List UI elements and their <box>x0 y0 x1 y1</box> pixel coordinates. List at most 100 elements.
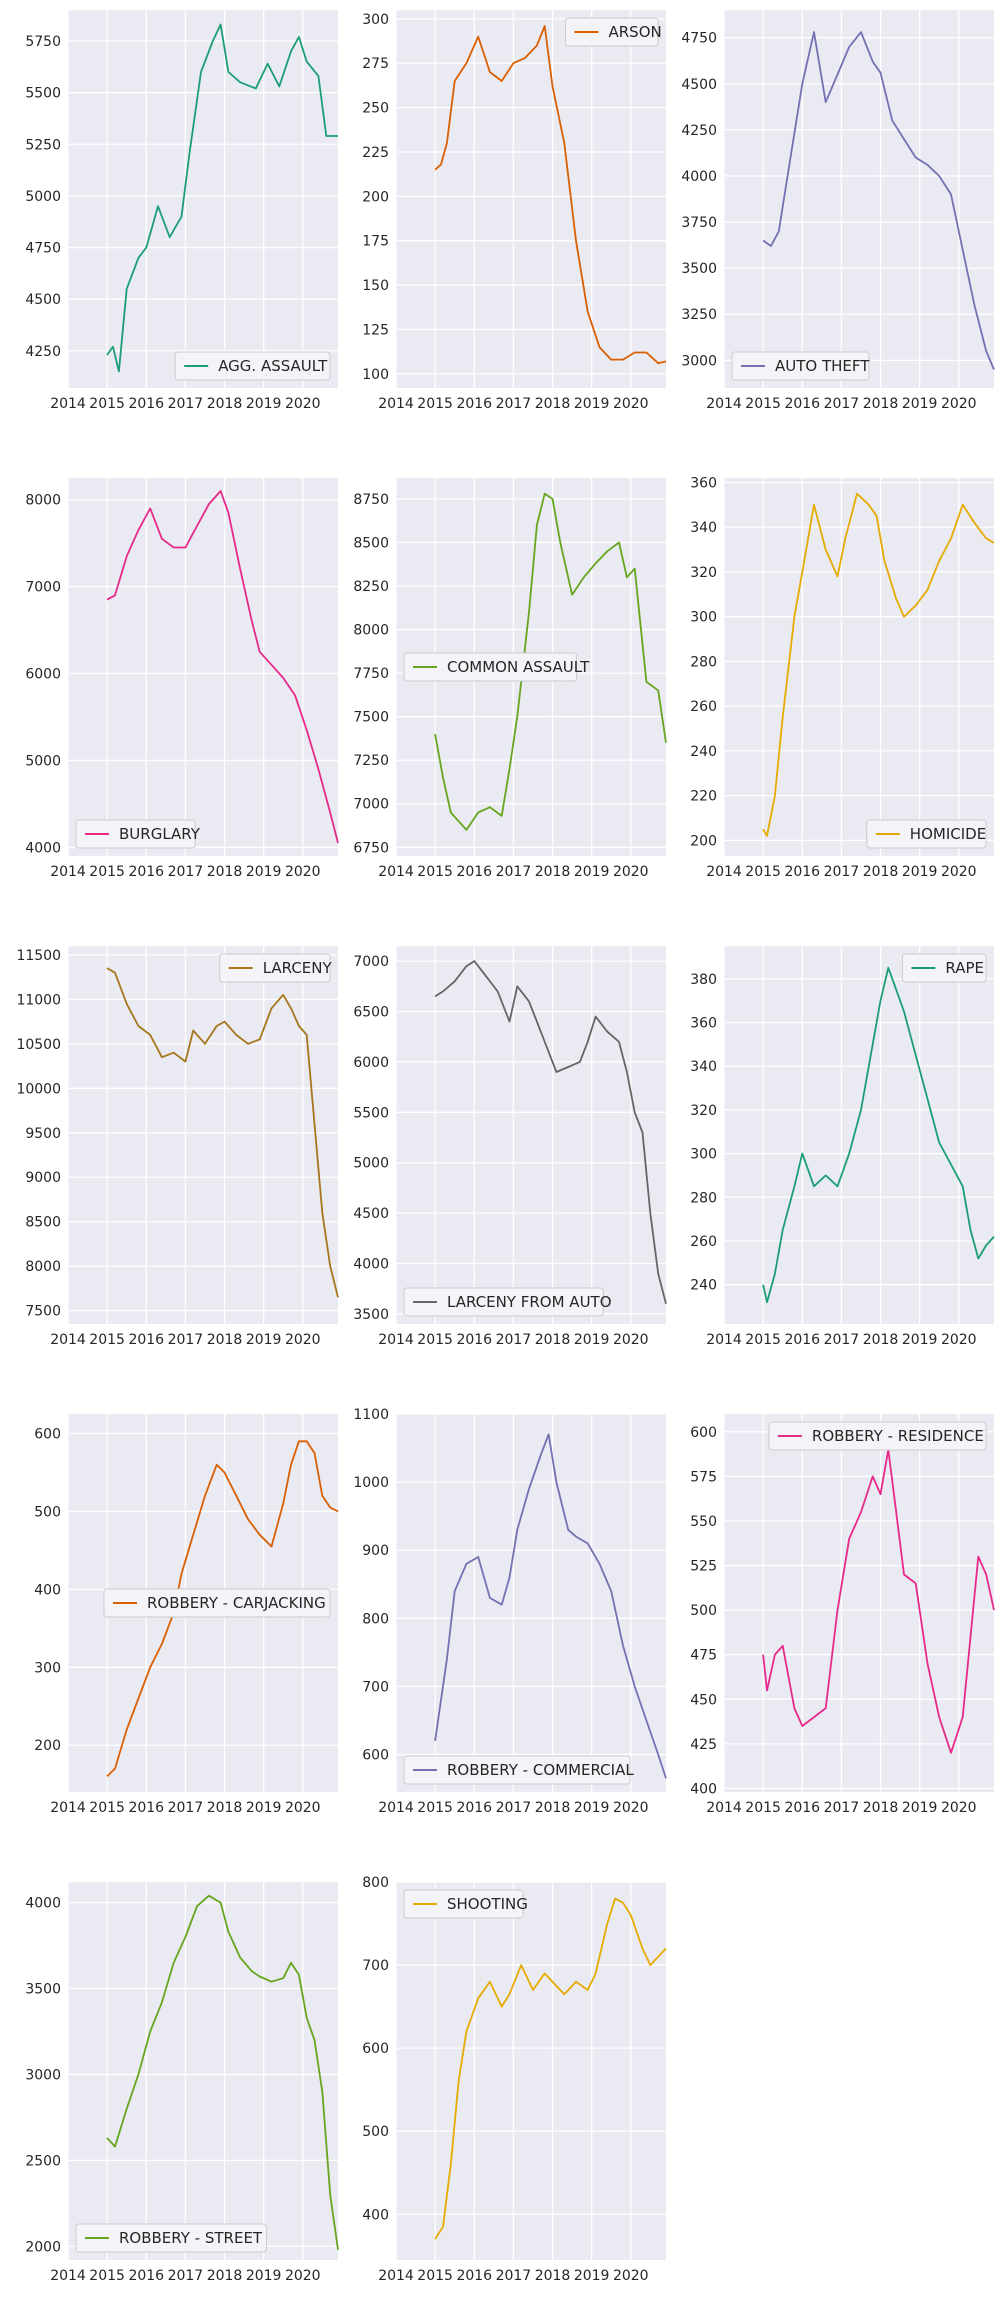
y-tick-label: 5250 <box>25 137 61 153</box>
y-tick-label: 450 <box>690 1692 717 1708</box>
y-tick-label: 280 <box>690 1190 717 1206</box>
y-tick-label: 525 <box>690 1559 717 1575</box>
y-tick-label: 240 <box>690 744 717 760</box>
x-tick-label: 2019 <box>574 1332 610 1348</box>
y-tick-label: 100 <box>362 367 389 383</box>
series-line-auto-theft <box>762 31 995 370</box>
y-tick-label: 340 <box>690 1059 717 1075</box>
x-tick-label: 2014 <box>706 396 742 412</box>
x-tick-label: 2014 <box>706 1800 742 1816</box>
axes-background <box>396 1882 666 2260</box>
y-tick-label: 600 <box>362 2041 389 2057</box>
x-tick-label: 2017 <box>168 2268 204 2284</box>
panel-shooting: 2014 2015 2016 2017 2018 2019 2020 400 500 600 700… <box>362 1875 667 2284</box>
legend-box <box>901 953 987 983</box>
y-tick-label: 800 <box>362 1611 389 1627</box>
chart-svg-arson: 2014 2015 2016 2017 2018 2019 2020 100 125 150 175… <box>362 10 667 412</box>
y-tick-label: 225 <box>362 145 389 161</box>
x-tick-label: 2015 <box>417 864 453 880</box>
x-tick-label: 2018 <box>535 1332 571 1348</box>
x-tick-label: 2020 <box>941 1332 977 1348</box>
y-tick-label: 700 <box>362 1679 389 1695</box>
axes-background <box>396 946 666 1324</box>
y-tick-label: 8000 <box>353 623 389 639</box>
legend-label: ARSON <box>609 23 662 41</box>
legend-box <box>75 819 196 849</box>
y-tick-label: 7250 <box>353 753 389 769</box>
legend-label: RAPE <box>945 959 984 977</box>
legend-box <box>403 652 578 682</box>
x-tick-label: 2018 <box>863 864 899 880</box>
chart-svg-robbery-carjacking: 2014 2015 2016 2017 2018 2019 2020 200 300 400 500… <box>34 1414 339 1816</box>
y-tick-label: 4000 <box>681 169 717 185</box>
legend-label: HOMICIDE <box>910 825 986 843</box>
y-tick-label: 5500 <box>353 1105 389 1121</box>
x-tick-label: 2015 <box>417 2268 453 2284</box>
panel-robbery-carjacking: 2014 2015 2016 2017 2018 2019 2020 200 300 400 500… <box>34 1414 339 1816</box>
y-tick-label: 700 <box>362 1958 389 1974</box>
legend: ROBBERY - CARJACKING <box>103 1588 331 1618</box>
axes-background <box>68 946 338 1324</box>
panel-homicide: 2014 2015 2016 2017 2018 2019 2020 200 220 240 260… <box>690 475 995 880</box>
x-tick-label: 2015 <box>745 1800 781 1816</box>
y-tick-label: 8500 <box>25 1215 61 1231</box>
x-tick-label: 2014 <box>50 864 86 880</box>
x-tick-label: 2020 <box>613 1800 649 1816</box>
chart-svg-larceny: 2014 2015 2016 2017 2018 2019 2020 7500 8000 8500… <box>16 946 339 1348</box>
panel-robbery-residence: 2014 2015 2016 2017 2018 2019 2020 400 425 450 475… <box>690 1414 995 1816</box>
legend-box <box>75 2223 267 2253</box>
x-tick-label: 2016 <box>456 864 492 880</box>
y-tick-label: 6000 <box>353 1055 389 1071</box>
chart-svg-robbery-street: 2014 2015 2016 2017 2018 2019 2020 2000 2500 3000… <box>25 1882 339 2284</box>
x-tick-label: 2020 <box>613 396 649 412</box>
y-tick-label: 10000 <box>16 1081 61 1097</box>
legend: ROBBERY - COMMERCIAL <box>403 1755 634 1785</box>
chart-svg-robbery-residence: 2014 2015 2016 2017 2018 2019 2020 400 425 450 475… <box>690 1414 995 1816</box>
panel-larceny: 2014 2015 2016 2017 2018 2019 2020 7500 8000 8500… <box>16 946 339 1348</box>
y-tick-label: 9500 <box>25 1126 61 1142</box>
legend-label: AUTO THEFT <box>775 357 870 375</box>
y-tick-label: 260 <box>690 1234 717 1250</box>
series-line-arson <box>434 25 667 365</box>
y-tick-label: 300 <box>690 610 717 626</box>
y-tick-label: 10500 <box>16 1037 61 1053</box>
y-tick-label: 400 <box>34 1582 61 1598</box>
x-tick-label: 2016 <box>128 396 164 412</box>
x-tick-label: 2017 <box>496 2268 532 2284</box>
legend: SHOOTING <box>403 1889 528 1919</box>
x-tick-label: 2019 <box>902 1800 938 1816</box>
legend-box <box>768 1421 987 1451</box>
x-tick-label: 2019 <box>246 1800 282 1816</box>
x-tick-label: 2014 <box>706 864 742 880</box>
y-tick-label: 280 <box>690 654 717 670</box>
x-tick-label: 2015 <box>745 396 781 412</box>
chart-svg-burglary: 2014 2015 2016 2017 2018 2019 2020 4000 5000 6000… <box>25 478 339 880</box>
y-tick-label: 600 <box>34 1426 61 1442</box>
series-line-robbery-carjacking <box>106 1440 339 1778</box>
x-tick-label: 2017 <box>496 396 532 412</box>
y-tick-label: 400 <box>690 1781 717 1797</box>
x-tick-label: 2019 <box>902 864 938 880</box>
x-tick-label: 2014 <box>50 1800 86 1816</box>
y-tick-label: 4500 <box>25 292 61 308</box>
y-tick-label: 7000 <box>353 954 389 970</box>
legend-label: SHOOTING <box>447 1895 528 1913</box>
y-tick-label: 600 <box>362 1748 389 1764</box>
y-tick-label: 4250 <box>681 123 717 139</box>
x-tick-label: 2017 <box>168 864 204 880</box>
x-tick-label: 2018 <box>863 1800 899 1816</box>
x-tick-label: 2020 <box>941 396 977 412</box>
x-tick-label: 2016 <box>456 396 492 412</box>
y-tick-label: 240 <box>690 1278 717 1294</box>
y-tick-label: 575 <box>690 1469 717 1485</box>
y-tick-label: 220 <box>690 789 717 805</box>
y-tick-label: 6500 <box>353 1005 389 1021</box>
y-tick-label: 380 <box>690 972 717 988</box>
x-tick-label: 2016 <box>784 396 820 412</box>
x-tick-label: 2015 <box>745 864 781 880</box>
legend-label: ROBBERY - STREET <box>119 2229 263 2247</box>
x-tick-label: 2017 <box>496 1332 532 1348</box>
y-tick-label: 7750 <box>353 666 389 682</box>
x-tick-label: 2018 <box>207 1332 243 1348</box>
y-tick-label: 200 <box>34 1738 61 1754</box>
